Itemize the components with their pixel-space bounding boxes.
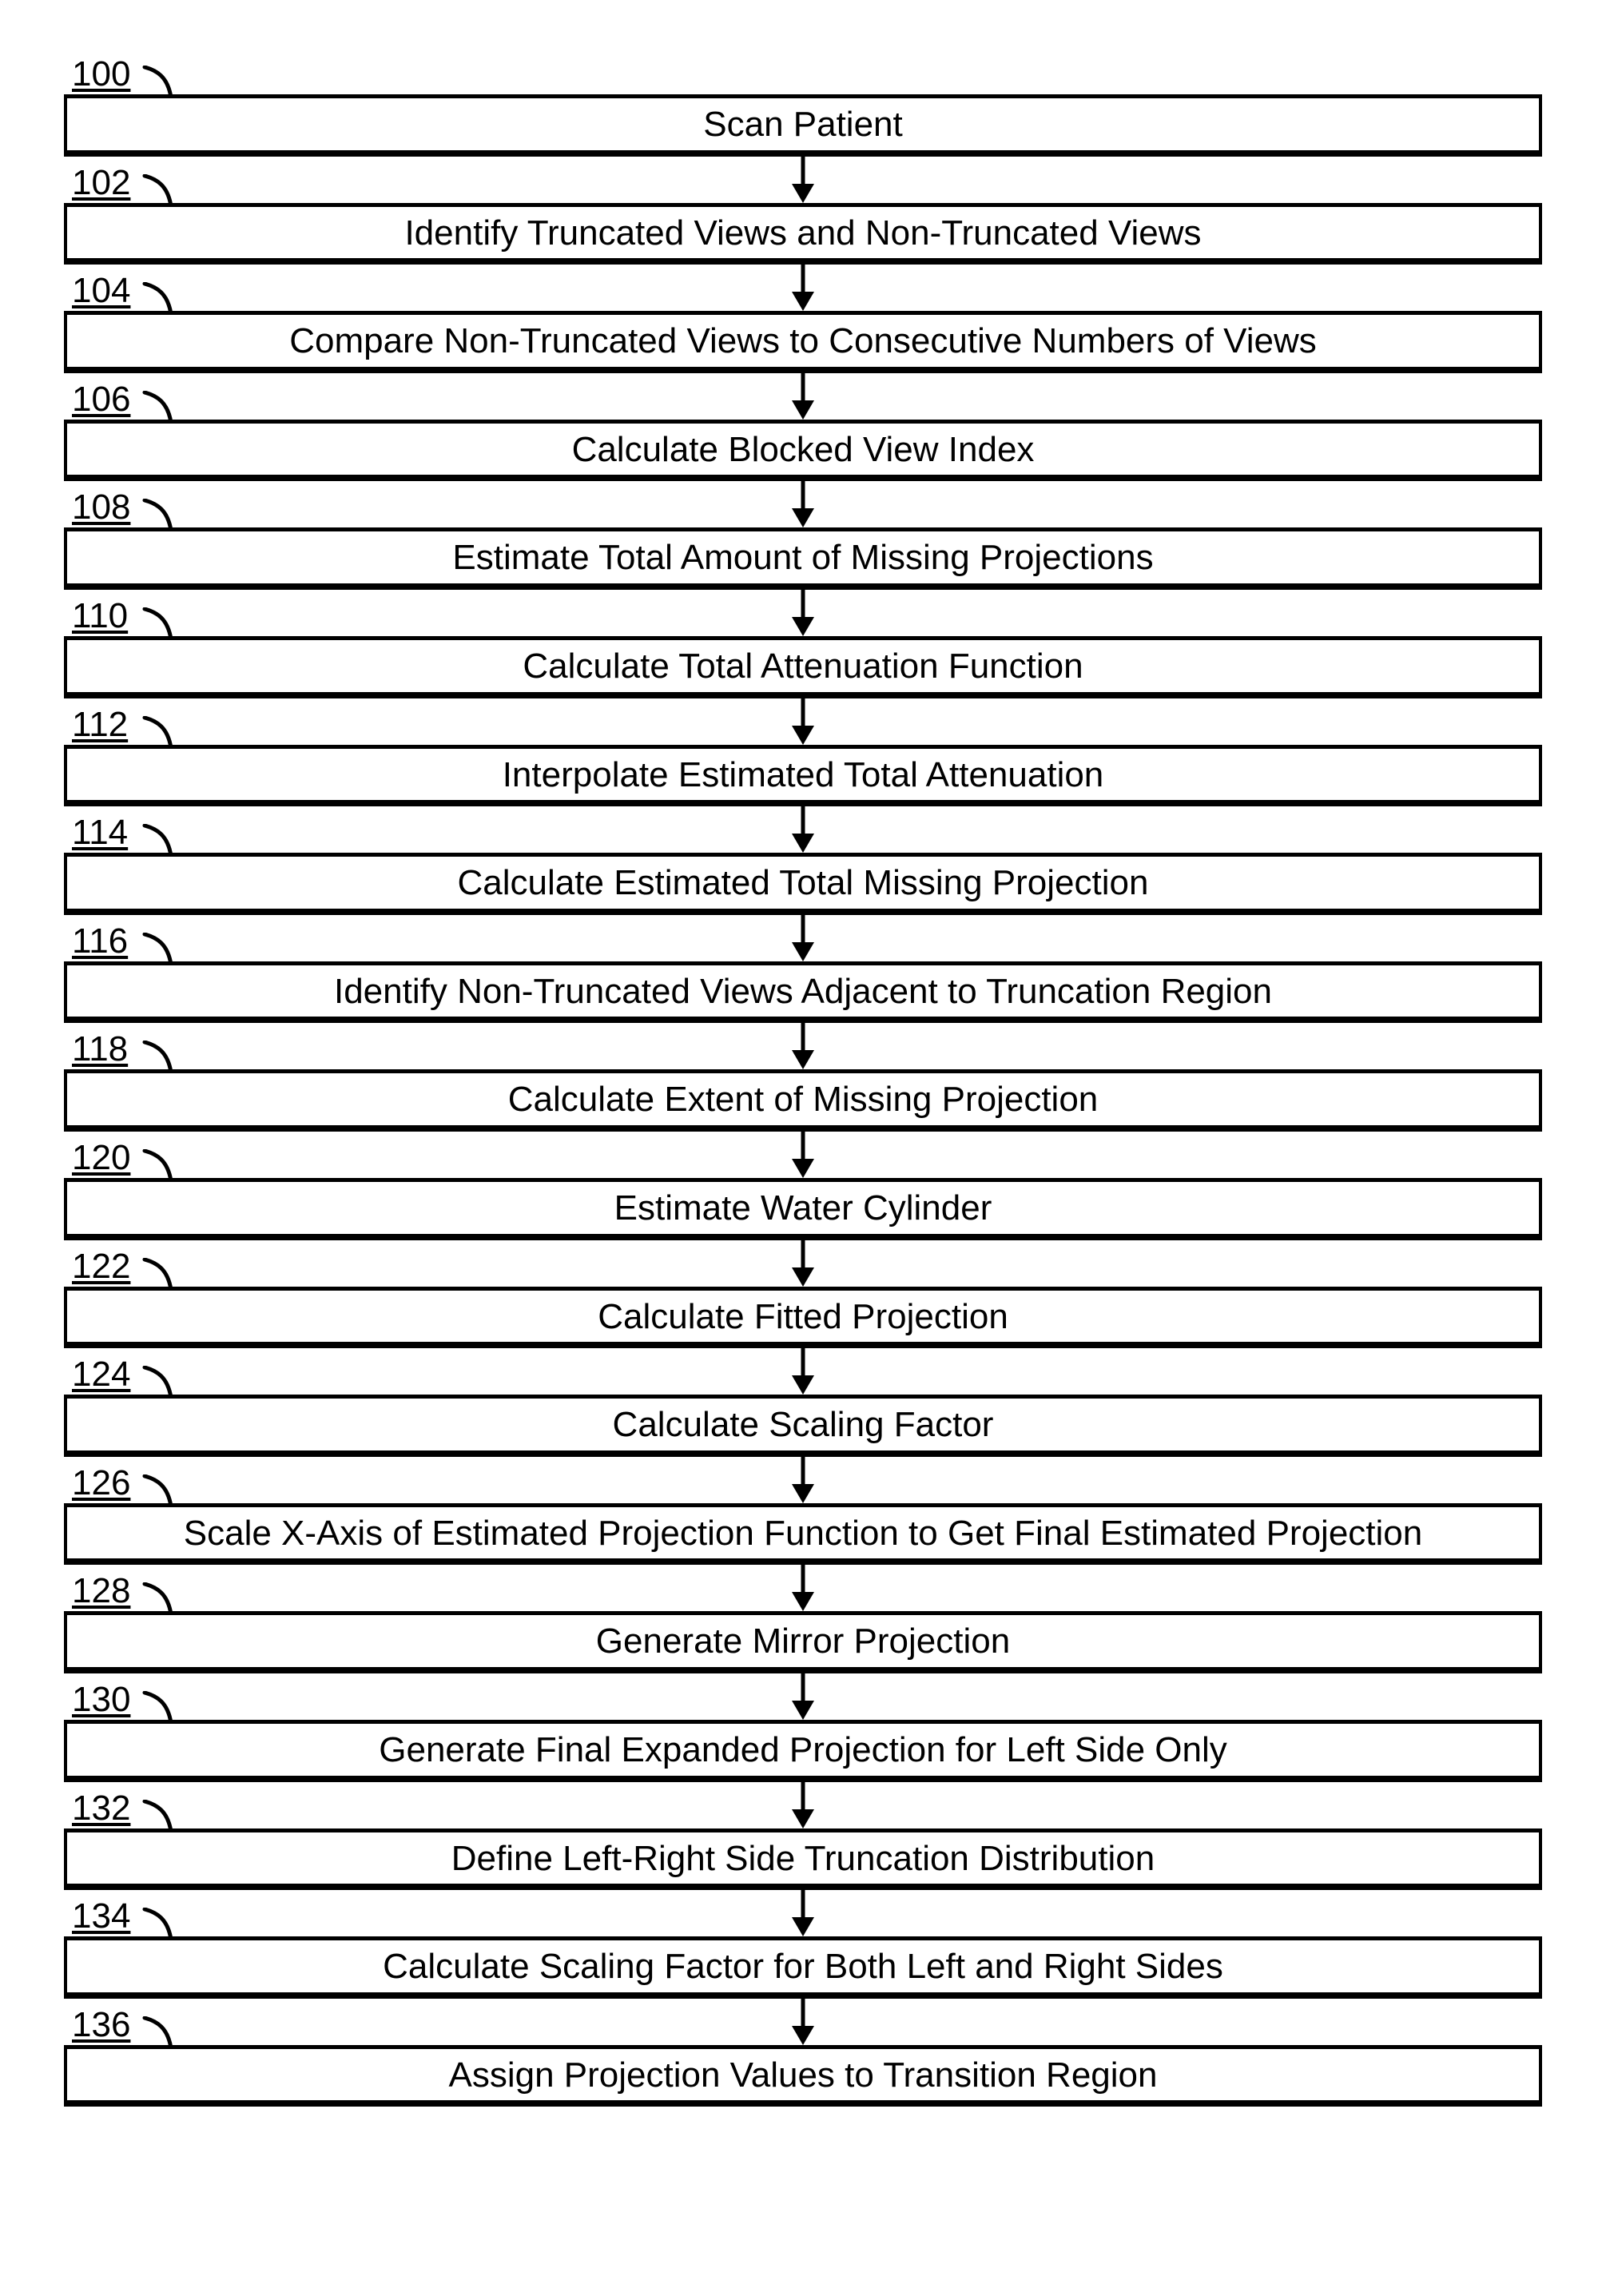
flow-step: 114Calculate Estimated Total Missing Pro…: [64, 806, 1542, 915]
flow-step: 122Calculate Fitted Projection: [64, 1240, 1542, 1349]
step-label-row: 114: [64, 806, 1542, 853]
step-ref-number: 100: [72, 54, 130, 94]
flow-step: 116Identify Non-Truncated Views Adjacent…: [64, 915, 1542, 1024]
step-label-row: 118: [64, 1023, 1542, 1069]
flow-step: 126Scale X-Axis of Estimated Projection …: [64, 1457, 1542, 1566]
step-label-row: 120: [64, 1132, 1542, 1178]
step-label-row: 122: [64, 1240, 1542, 1287]
step-box: Generate Mirror Projection: [64, 1611, 1542, 1673]
step-ref-number: 130: [72, 1680, 130, 1720]
step-ref-number: 116: [72, 921, 128, 961]
flow-step: 132Define Left-Right Side Truncation Dis…: [64, 1782, 1542, 1891]
step-ref-number: 132: [72, 1789, 130, 1828]
step-ref-number: 102: [72, 163, 130, 203]
flow-step: 104Compare Non-Truncated Views to Consec…: [64, 265, 1542, 373]
flow-step: 108Estimate Total Amount of Missing Proj…: [64, 481, 1542, 590]
flow-step: 136Assign Projection Values to Transitio…: [64, 1999, 1542, 2107]
flowchart-container: 100Scan Patient102Identify Truncated Vie…: [64, 48, 1542, 2107]
step-ref-number: 108: [72, 487, 130, 527]
flow-step: 110Calculate Total Attenuation Function: [64, 590, 1542, 698]
flow-step: 100Scan Patient: [64, 48, 1542, 157]
step-label-row: 132: [64, 1782, 1542, 1828]
step-ref-number: 124: [72, 1355, 130, 1395]
step-ref-number: 120: [72, 1138, 130, 1178]
step-label-row: 136: [64, 1999, 1542, 2045]
step-label-row: 104: [64, 265, 1542, 311]
step-box: Calculate Scaling Factor for Both Left a…: [64, 1936, 1542, 1999]
step-ref-number: 136: [72, 2005, 130, 2045]
flow-step: 130Generate Final Expanded Projection fo…: [64, 1673, 1542, 1782]
step-ref-number: 110: [72, 596, 128, 636]
step-label-row: 112: [64, 698, 1542, 745]
step-ref-number: 126: [72, 1463, 130, 1503]
step-box: Calculate Total Attenuation Function: [64, 636, 1542, 698]
step-box: Interpolate Estimated Total Attenuation: [64, 745, 1542, 807]
step-box: Identify Truncated Views and Non-Truncat…: [64, 203, 1542, 265]
step-box: Compare Non-Truncated Views to Consecuti…: [64, 311, 1542, 373]
step-ref-number: 118: [72, 1029, 128, 1069]
step-box: Scale X-Axis of Estimated Projection Fun…: [64, 1503, 1542, 1566]
step-label-row: 106: [64, 373, 1542, 420]
flow-step: 112Interpolate Estimated Total Attenuati…: [64, 698, 1542, 807]
step-box: Estimate Total Amount of Missing Project…: [64, 527, 1542, 590]
step-ref-number: 134: [72, 1896, 130, 1936]
step-box: Calculate Estimated Total Missing Projec…: [64, 853, 1542, 915]
flow-step: 102Identify Truncated Views and Non-Trun…: [64, 157, 1542, 265]
flow-step: 124Calculate Scaling Factor: [64, 1348, 1542, 1457]
step-box: Scan Patient: [64, 94, 1542, 157]
step-label-row: 108: [64, 481, 1542, 527]
step-box: Calculate Scaling Factor: [64, 1395, 1542, 1457]
flow-step: 134Calculate Scaling Factor for Both Lef…: [64, 1890, 1542, 1999]
step-box: Calculate Extent of Missing Projection: [64, 1069, 1542, 1132]
step-label-row: 110: [64, 590, 1542, 636]
step-label-row: 134: [64, 1890, 1542, 1936]
step-ref-number: 112: [72, 705, 128, 745]
step-label-row: 126: [64, 1457, 1542, 1503]
step-label-row: 116: [64, 915, 1542, 961]
step-label-row: 128: [64, 1565, 1542, 1611]
flow-step: 120Estimate Water Cylinder: [64, 1132, 1542, 1240]
flow-step: 128Generate Mirror Projection: [64, 1565, 1542, 1673]
step-box: Generate Final Expanded Projection for L…: [64, 1720, 1542, 1782]
step-ref-number: 104: [72, 271, 130, 311]
step-ref-number: 128: [72, 1571, 130, 1611]
flow-step: 106Calculate Blocked View Index: [64, 373, 1542, 482]
step-box: Define Left-Right Side Truncation Distri…: [64, 1828, 1542, 1891]
step-label-row: 102: [64, 157, 1542, 203]
step-box: Assign Projection Values to Transition R…: [64, 2045, 1542, 2107]
step-box: Calculate Blocked View Index: [64, 420, 1542, 482]
step-box: Identify Non-Truncated Views Adjacent to…: [64, 961, 1542, 1024]
flow-step: 118Calculate Extent of Missing Projectio…: [64, 1023, 1542, 1132]
step-ref-number: 106: [72, 380, 130, 420]
step-label-row: 124: [64, 1348, 1542, 1395]
step-ref-number: 122: [72, 1247, 130, 1287]
step-ref-number: 114: [72, 813, 128, 853]
step-label-row: 100: [64, 48, 1542, 94]
step-label-row: 130: [64, 1673, 1542, 1720]
step-box: Calculate Fitted Projection: [64, 1287, 1542, 1349]
step-box: Estimate Water Cylinder: [64, 1178, 1542, 1240]
